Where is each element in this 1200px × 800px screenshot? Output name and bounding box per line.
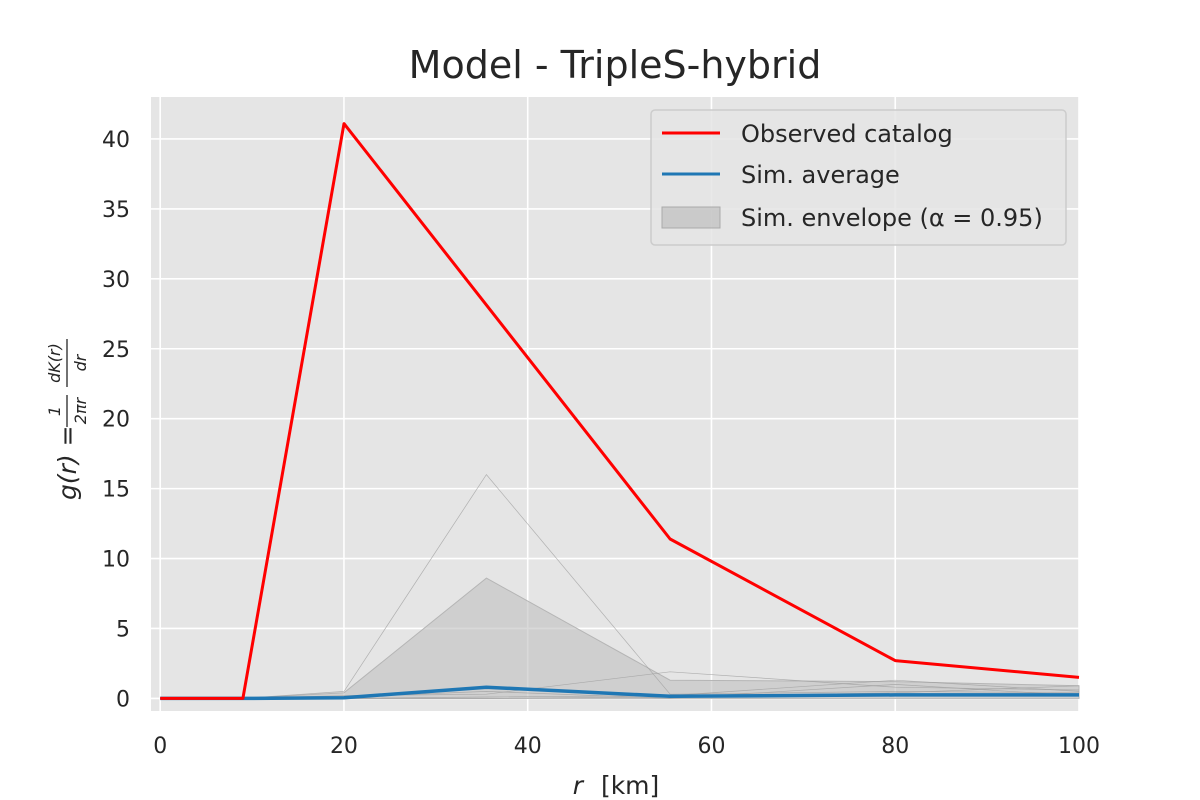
y-axis-frac2-num: dK(r) xyxy=(45,343,64,383)
legend-box xyxy=(650,109,1067,246)
y-axis-frac1-den: 2πr xyxy=(71,396,90,424)
x-tick-label: 100 xyxy=(1058,734,1100,759)
y-axis-frac1-num: 1 xyxy=(45,406,64,416)
y-axis-label-lhs: g(r) = xyxy=(53,425,82,500)
tick-labels: 0 20 40 60 80 100 0 5 10 15 20 25 30 35 40 xyxy=(102,128,1100,759)
y-tick-label: 30 xyxy=(102,268,130,293)
y-tick-label: 25 xyxy=(102,338,130,363)
x-tick-label: 60 xyxy=(697,734,725,759)
x-axis-variable: r xyxy=(573,771,585,800)
legend: Observed catalog Sim. average Sim. envel… xyxy=(650,109,1067,246)
y-axis-frac2-den: dr xyxy=(71,353,90,371)
y-tick-label: 40 xyxy=(102,128,130,153)
x-tick-label: 80 xyxy=(881,734,909,759)
legend-swatch-sim-envelope xyxy=(661,206,721,229)
x-tick-label: 0 xyxy=(153,734,167,759)
chart-title: Model - TripleS-hybrid xyxy=(409,43,822,87)
y-axis-label: g(r) = 1 2πr dK(r) dr xyxy=(45,339,90,500)
y-tick-label: 5 xyxy=(116,617,130,642)
y-tick-label: 15 xyxy=(102,478,130,503)
legend-label-sim-average: Sim. average xyxy=(741,161,900,189)
x-axis-label: r [km] xyxy=(573,771,660,800)
svg-text:r [km]: r [km] xyxy=(573,771,660,800)
observed-catalog-line xyxy=(160,122,1080,700)
x-tick-label: 40 xyxy=(514,734,542,759)
x-axis-unit: [km] xyxy=(601,771,659,800)
x-tick-label: 20 xyxy=(330,734,358,759)
y-tick-label: 0 xyxy=(116,687,130,712)
y-tick-label: 20 xyxy=(102,408,130,433)
y-tick-label: 10 xyxy=(102,548,130,573)
series-lines xyxy=(160,122,1080,701)
legend-label-observed: Observed catalog xyxy=(741,120,953,148)
y-tick-label: 35 xyxy=(102,198,130,223)
legend-label-sim-envelope: Sim. envelope (α = 0.95) xyxy=(741,204,1043,232)
